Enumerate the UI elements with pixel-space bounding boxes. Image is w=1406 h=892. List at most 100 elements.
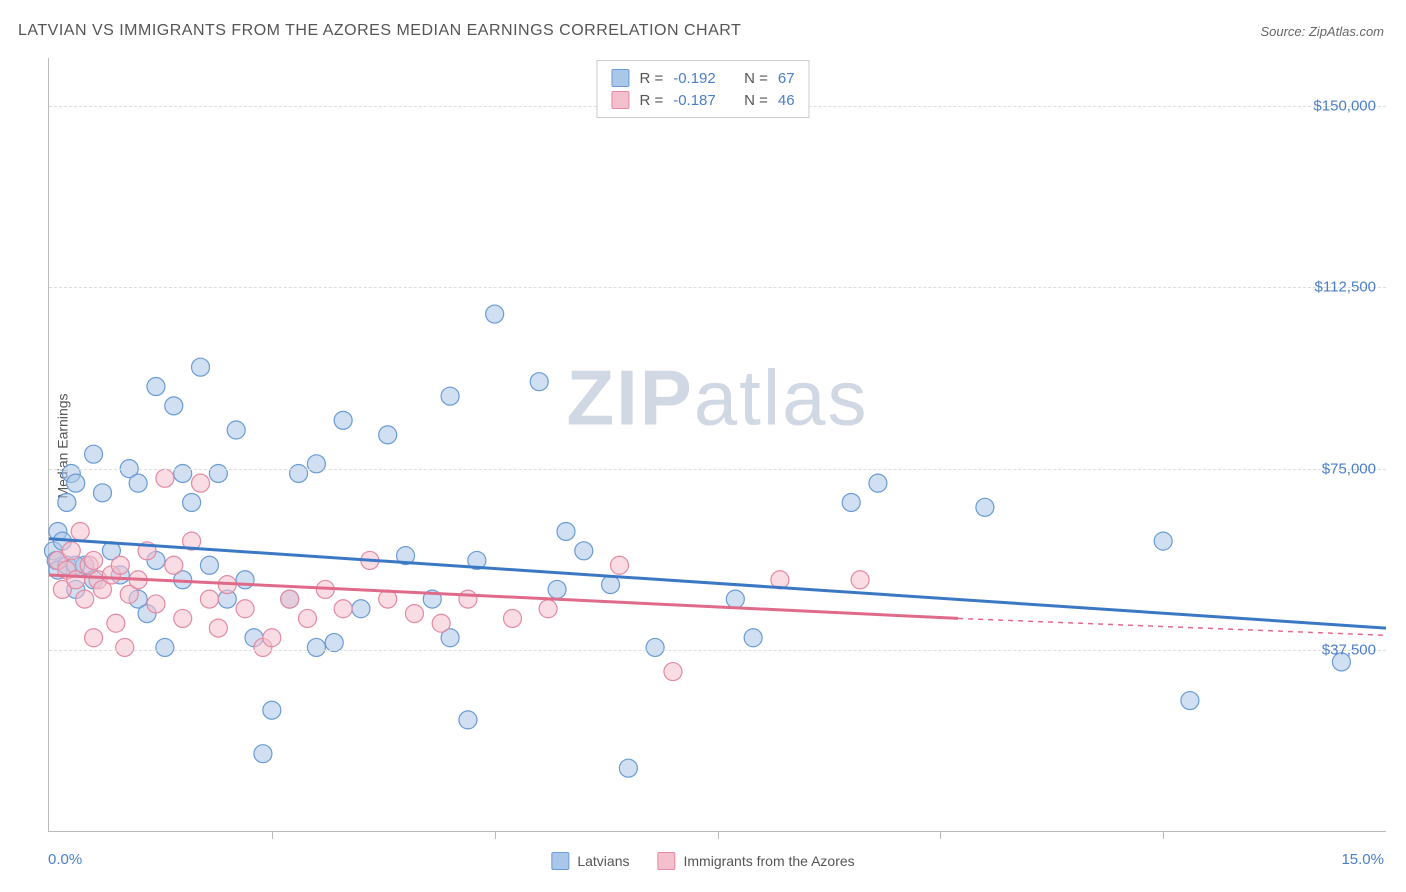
legend-swatch [657, 852, 675, 870]
data-point [200, 590, 218, 608]
data-point [539, 600, 557, 618]
data-point [575, 542, 593, 560]
data-point [111, 556, 129, 574]
source-credit: Source: ZipAtlas.com [1260, 24, 1384, 39]
data-point [842, 493, 860, 511]
data-point [290, 464, 308, 482]
data-point [744, 629, 762, 647]
data-point [227, 421, 245, 439]
legend-swatch [611, 91, 629, 109]
stat-value-r: -0.187 [673, 92, 716, 109]
data-point [156, 638, 174, 656]
data-point [379, 426, 397, 444]
data-point [192, 358, 210, 376]
stats-legend-row: R =-0.192 N =67 [611, 67, 794, 89]
data-point [459, 590, 477, 608]
data-point [334, 411, 352, 429]
data-point [646, 638, 664, 656]
y-tick-label: $112,500 [1315, 279, 1376, 296]
data-point [459, 711, 477, 729]
data-point [851, 571, 869, 589]
stat-label-n: N = [744, 92, 768, 109]
data-point [93, 484, 111, 502]
scatter-plot-svg [49, 58, 1386, 831]
data-point [307, 638, 325, 656]
data-point [85, 629, 103, 647]
data-point [1181, 692, 1199, 710]
data-point [67, 474, 85, 492]
data-point [174, 609, 192, 627]
data-point [602, 576, 620, 594]
x-axis-max-label: 15.0% [1341, 851, 1384, 868]
stat-label-r: R = [639, 70, 663, 87]
stats-legend: R =-0.192 N =67R =-0.187 N =46 [596, 60, 809, 118]
data-point [85, 445, 103, 463]
legend-item: Latvians [551, 852, 629, 870]
data-point [548, 580, 566, 598]
data-point [236, 600, 254, 618]
stat-label-r: R = [639, 92, 663, 109]
data-point [76, 590, 94, 608]
data-point [726, 590, 744, 608]
data-point [869, 474, 887, 492]
data-point [71, 522, 89, 540]
data-point [67, 571, 85, 589]
data-point [209, 619, 227, 637]
data-point [441, 387, 459, 405]
data-point [62, 542, 80, 560]
x-tick [495, 831, 496, 839]
data-point [107, 614, 125, 632]
gridline [49, 287, 1386, 288]
chart-plot-area: ZIPatlas $37,500$75,000$112,500$150,000 [48, 58, 1386, 832]
stat-value-r: -0.192 [673, 70, 716, 87]
y-tick-label: $75,000 [1322, 460, 1376, 477]
data-point [432, 614, 450, 632]
data-point [619, 759, 637, 777]
data-point [58, 493, 76, 511]
stat-value-n: 46 [778, 92, 795, 109]
data-point [147, 378, 165, 396]
data-point [147, 595, 165, 613]
x-tick [1163, 831, 1164, 839]
chart-title: LATVIAN VS IMMIGRANTS FROM THE AZORES ME… [18, 22, 741, 40]
legend-swatch [611, 69, 629, 87]
data-point [557, 522, 575, 540]
data-point [307, 455, 325, 473]
data-point [85, 551, 103, 569]
data-point [405, 605, 423, 623]
legend-swatch [551, 852, 569, 870]
data-point [254, 745, 272, 763]
legend-item: Immigrants from the Azores [657, 852, 854, 870]
data-point [352, 600, 370, 618]
data-point [165, 556, 183, 574]
regression-line-extrapolated [958, 618, 1386, 635]
x-tick [940, 831, 941, 839]
x-tick [718, 831, 719, 839]
x-tick [272, 831, 273, 839]
stats-legend-row: R = -0.187 N = 46 [611, 89, 794, 111]
data-point [334, 600, 352, 618]
data-point [209, 464, 227, 482]
data-point [530, 373, 548, 391]
data-point [281, 590, 299, 608]
bottom-legend: Latvians Immigrants from the Azores [551, 852, 854, 870]
data-point [298, 609, 316, 627]
data-point [129, 474, 147, 492]
data-point [116, 638, 134, 656]
y-tick-label: $150,000 [1313, 98, 1376, 115]
data-point [165, 397, 183, 415]
data-point [192, 474, 210, 492]
data-point [486, 305, 504, 323]
data-point [183, 493, 201, 511]
y-tick-label: $37,500 [1322, 641, 1376, 658]
data-point [610, 556, 628, 574]
legend-label: Latvians [577, 853, 629, 869]
data-point [263, 629, 281, 647]
data-point [503, 609, 521, 627]
data-point [263, 701, 281, 719]
data-point [1154, 532, 1172, 550]
data-point [156, 469, 174, 487]
gridline [49, 469, 1386, 470]
stat-label-n: N = [744, 70, 768, 87]
data-point [200, 556, 218, 574]
